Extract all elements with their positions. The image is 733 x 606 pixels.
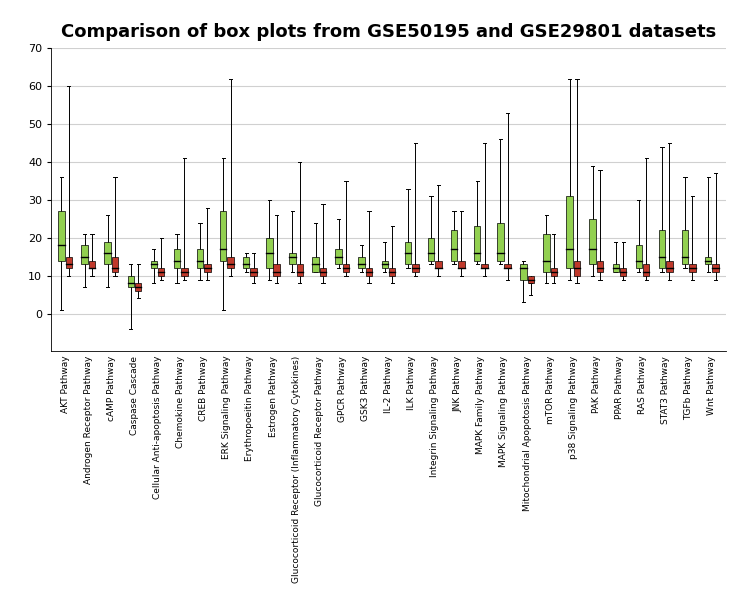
Bar	[266, 238, 273, 268]
Bar	[567, 196, 572, 268]
Bar	[196, 249, 203, 268]
Bar	[336, 249, 342, 264]
Bar	[290, 253, 295, 264]
Bar	[158, 268, 164, 276]
Bar	[528, 276, 534, 284]
Bar	[251, 268, 257, 276]
Bar	[273, 264, 280, 276]
Bar	[550, 268, 557, 276]
Bar	[150, 261, 157, 268]
Bar	[504, 264, 511, 268]
Bar	[220, 211, 226, 261]
Bar	[81, 245, 88, 264]
Bar	[666, 261, 673, 272]
Bar	[382, 261, 388, 268]
Bar	[497, 223, 504, 261]
Bar	[58, 211, 65, 261]
Bar	[389, 268, 395, 276]
Bar	[620, 268, 627, 276]
Bar	[128, 276, 134, 287]
Bar	[366, 268, 372, 276]
Bar	[343, 264, 349, 272]
Bar	[682, 230, 688, 264]
Title: Comparison of box plots from GSE50195 and GSE29801 datasets: Comparison of box plots from GSE50195 an…	[61, 24, 716, 41]
Bar	[104, 242, 111, 264]
Bar	[659, 230, 665, 268]
Bar	[520, 264, 526, 279]
Bar	[312, 257, 319, 272]
Bar	[712, 264, 719, 272]
Bar	[227, 257, 234, 268]
Bar	[205, 264, 210, 272]
Bar	[320, 268, 326, 276]
Bar	[89, 261, 95, 268]
Bar	[135, 284, 141, 291]
Bar	[66, 257, 72, 268]
Bar	[297, 264, 303, 276]
Bar	[597, 261, 603, 272]
Bar	[435, 261, 441, 268]
Bar	[574, 261, 581, 276]
Bar	[482, 264, 487, 268]
Bar	[428, 238, 434, 261]
Bar	[181, 268, 188, 276]
Bar	[358, 257, 365, 268]
Bar	[613, 264, 619, 272]
Bar	[636, 245, 642, 268]
Bar	[543, 234, 550, 272]
Bar	[243, 257, 249, 268]
Bar	[405, 242, 411, 264]
Bar	[474, 227, 480, 261]
Bar	[412, 264, 419, 272]
Bar	[451, 230, 457, 261]
Bar	[689, 264, 696, 272]
Bar	[112, 257, 118, 272]
Bar	[174, 249, 180, 268]
Bar	[705, 257, 711, 264]
Bar	[589, 219, 596, 264]
Bar	[643, 264, 649, 276]
Bar	[458, 261, 465, 268]
